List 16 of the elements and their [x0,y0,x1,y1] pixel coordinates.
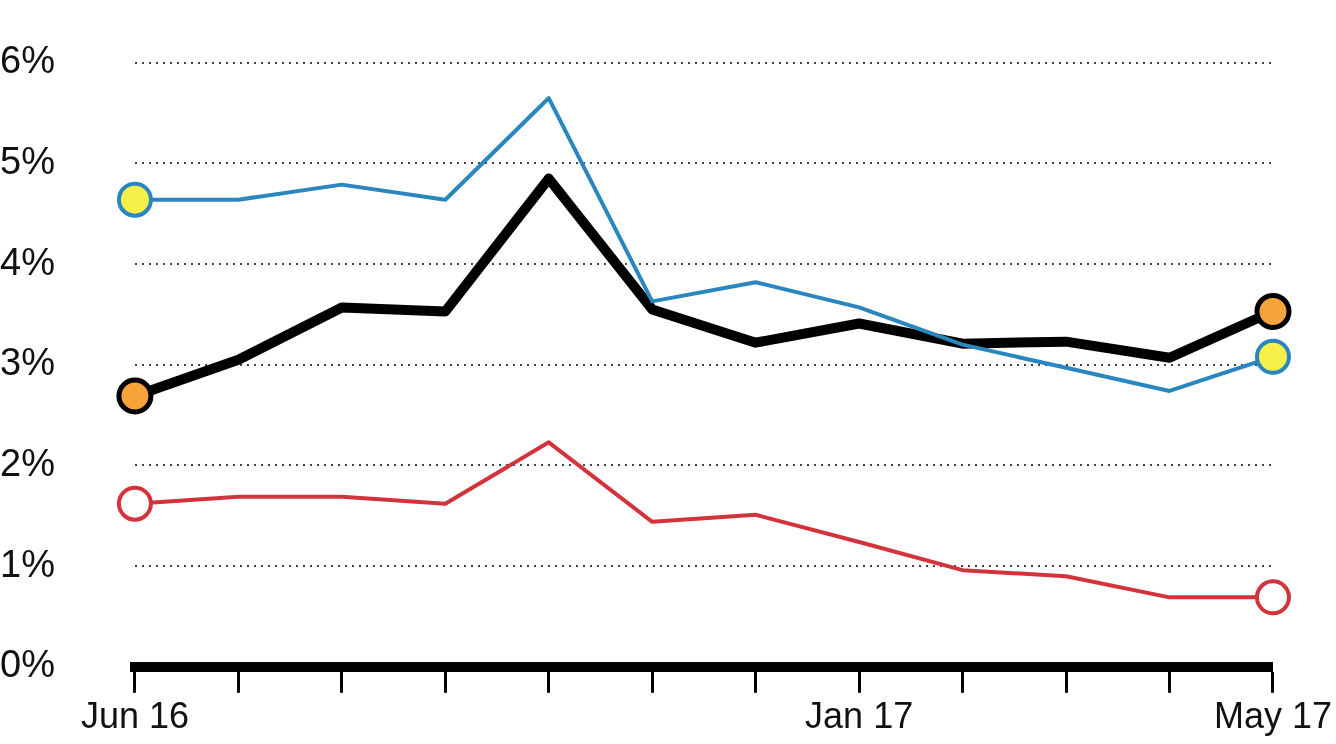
y-tick-label: 2% [0,441,55,484]
y-tick-label: 3% [0,341,55,384]
point [116,377,154,415]
y-tick-label: 5% [0,139,55,182]
point [1254,338,1291,375]
y-tick-label: 0% [0,643,55,686]
y-tick-label: 4% [0,240,55,283]
x-tick-label: Jan 17 [805,695,914,737]
x-tick-label: May 17 [1213,695,1332,737]
y-tick-label: 1% [0,542,55,585]
point [1254,292,1292,330]
point [116,181,153,218]
y-tick-label: 6% [0,39,55,82]
point [1254,579,1291,616]
x-tick-label: Jun 16 [80,695,189,737]
point [116,485,153,522]
